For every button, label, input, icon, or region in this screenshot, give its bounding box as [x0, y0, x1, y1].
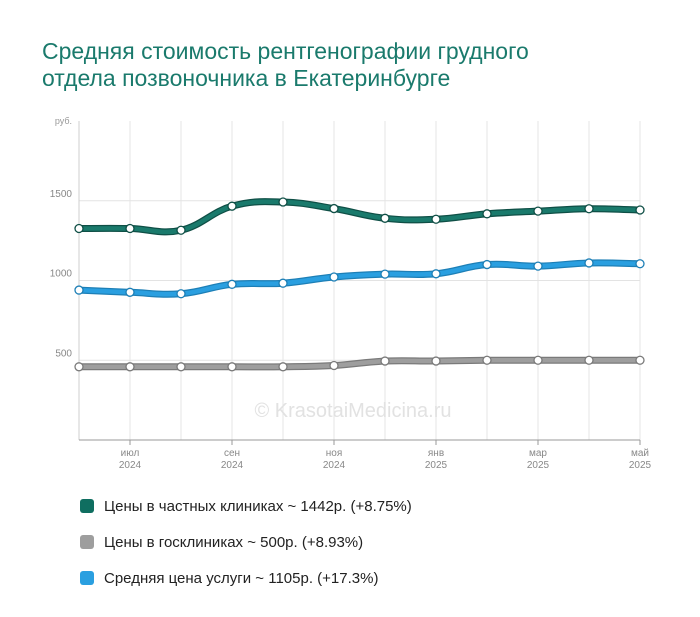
x-tick-label-month: сен [224, 448, 240, 459]
data-point-private [635, 205, 645, 215]
data-point-average [533, 261, 543, 271]
series-line-outline-private [75, 198, 644, 236]
legend-swatch-public [80, 535, 94, 549]
y-tick-label: 1500 [50, 189, 73, 200]
chart-title-line-1: Средняя стоимость рентгенографии грудног… [42, 38, 529, 64]
data-point-public [329, 360, 339, 371]
legend-item-average[interactable]: Средняя цена услуги ~ 1105р. (+17.3%) [80, 560, 412, 596]
data-point-public [584, 355, 594, 365]
y-tick-label: 1000 [50, 269, 73, 280]
data-point-private [482, 209, 492, 219]
watermark: © KrasotaiMedicina.ru [254, 400, 451, 422]
data-point-average [74, 285, 84, 295]
legend-swatch-private [80, 499, 94, 513]
data-point-private [329, 203, 339, 214]
series-line-private [76, 199, 643, 235]
data-point-private [431, 214, 441, 224]
x-tick-label-month: ноя [326, 448, 343, 459]
x-tick-label-year: 2025 [527, 460, 550, 471]
data-point-private [176, 225, 186, 235]
chart-title: Средняя стоимость рентгенографии грудног… [42, 38, 662, 92]
data-point-public [380, 356, 390, 366]
x-tick-label-year: 2024 [119, 460, 142, 471]
data-point-average [584, 258, 594, 268]
data-point-private [533, 206, 543, 216]
data-point-private [584, 204, 594, 214]
y-tick-label: 500 [55, 348, 72, 359]
data-point-average [278, 278, 288, 288]
legend-label-public: Цены в госклиниках ~ 500р. (+8.93%) [104, 533, 364, 551]
data-point-public [74, 362, 84, 372]
data-point-public [278, 362, 288, 372]
data-point-average [482, 259, 492, 270]
data-point-average [176, 289, 186, 299]
x-tick-label-year: 2024 [323, 460, 346, 471]
legend-label-average: Средняя цена услуги ~ 1105р. (+17.3%) [104, 569, 379, 587]
x-tick-label-year: 2024 [221, 460, 244, 471]
data-point-private [74, 223, 84, 234]
data-point-public [635, 355, 645, 365]
x-tick-label-month: янв [428, 448, 444, 459]
series-line-outline-average [75, 259, 644, 298]
data-point-average [329, 272, 339, 282]
x-tick-label-year: 2025 [425, 460, 448, 471]
x-tick-label-month: май [631, 448, 649, 459]
data-point-public [227, 362, 237, 372]
data-point-public [176, 362, 186, 372]
series-line-public [76, 357, 643, 370]
data-point-public [125, 362, 135, 372]
legend-item-public[interactable]: Цены в госклиниках ~ 500р. (+8.93%) [80, 524, 412, 560]
data-point-average [227, 279, 237, 289]
data-point-private [278, 197, 288, 207]
chart-title-line-2: отдела позвоночника в Екатеринбурге [42, 65, 451, 91]
data-point-private [125, 223, 135, 234]
legend-label-private: Цены в частных клиниках ~ 1442р. (+8.75%… [104, 497, 412, 515]
legend-item-private[interactable]: Цены в частных клиниках ~ 1442р. (+8.75%… [80, 488, 412, 524]
x-tick-label-month: мар [529, 448, 547, 459]
data-point-average [431, 269, 441, 279]
chart-legend: Цены в частных клиниках ~ 1442р. (+8.75%… [80, 488, 412, 596]
data-point-private [380, 213, 390, 223]
data-point-public [533, 355, 543, 365]
legend-swatch-average [80, 571, 94, 585]
data-point-average [635, 259, 645, 269]
y-axis-unit-label: руб. [55, 116, 72, 126]
data-point-public [482, 355, 492, 365]
data-point-average [380, 269, 390, 279]
data-point-public [431, 356, 441, 366]
x-tick-label-year: 2025 [629, 460, 652, 471]
data-point-private [227, 201, 237, 211]
series-line-average [76, 260, 643, 297]
data-point-average [125, 287, 135, 297]
x-tick-label-month: июл [121, 448, 140, 459]
